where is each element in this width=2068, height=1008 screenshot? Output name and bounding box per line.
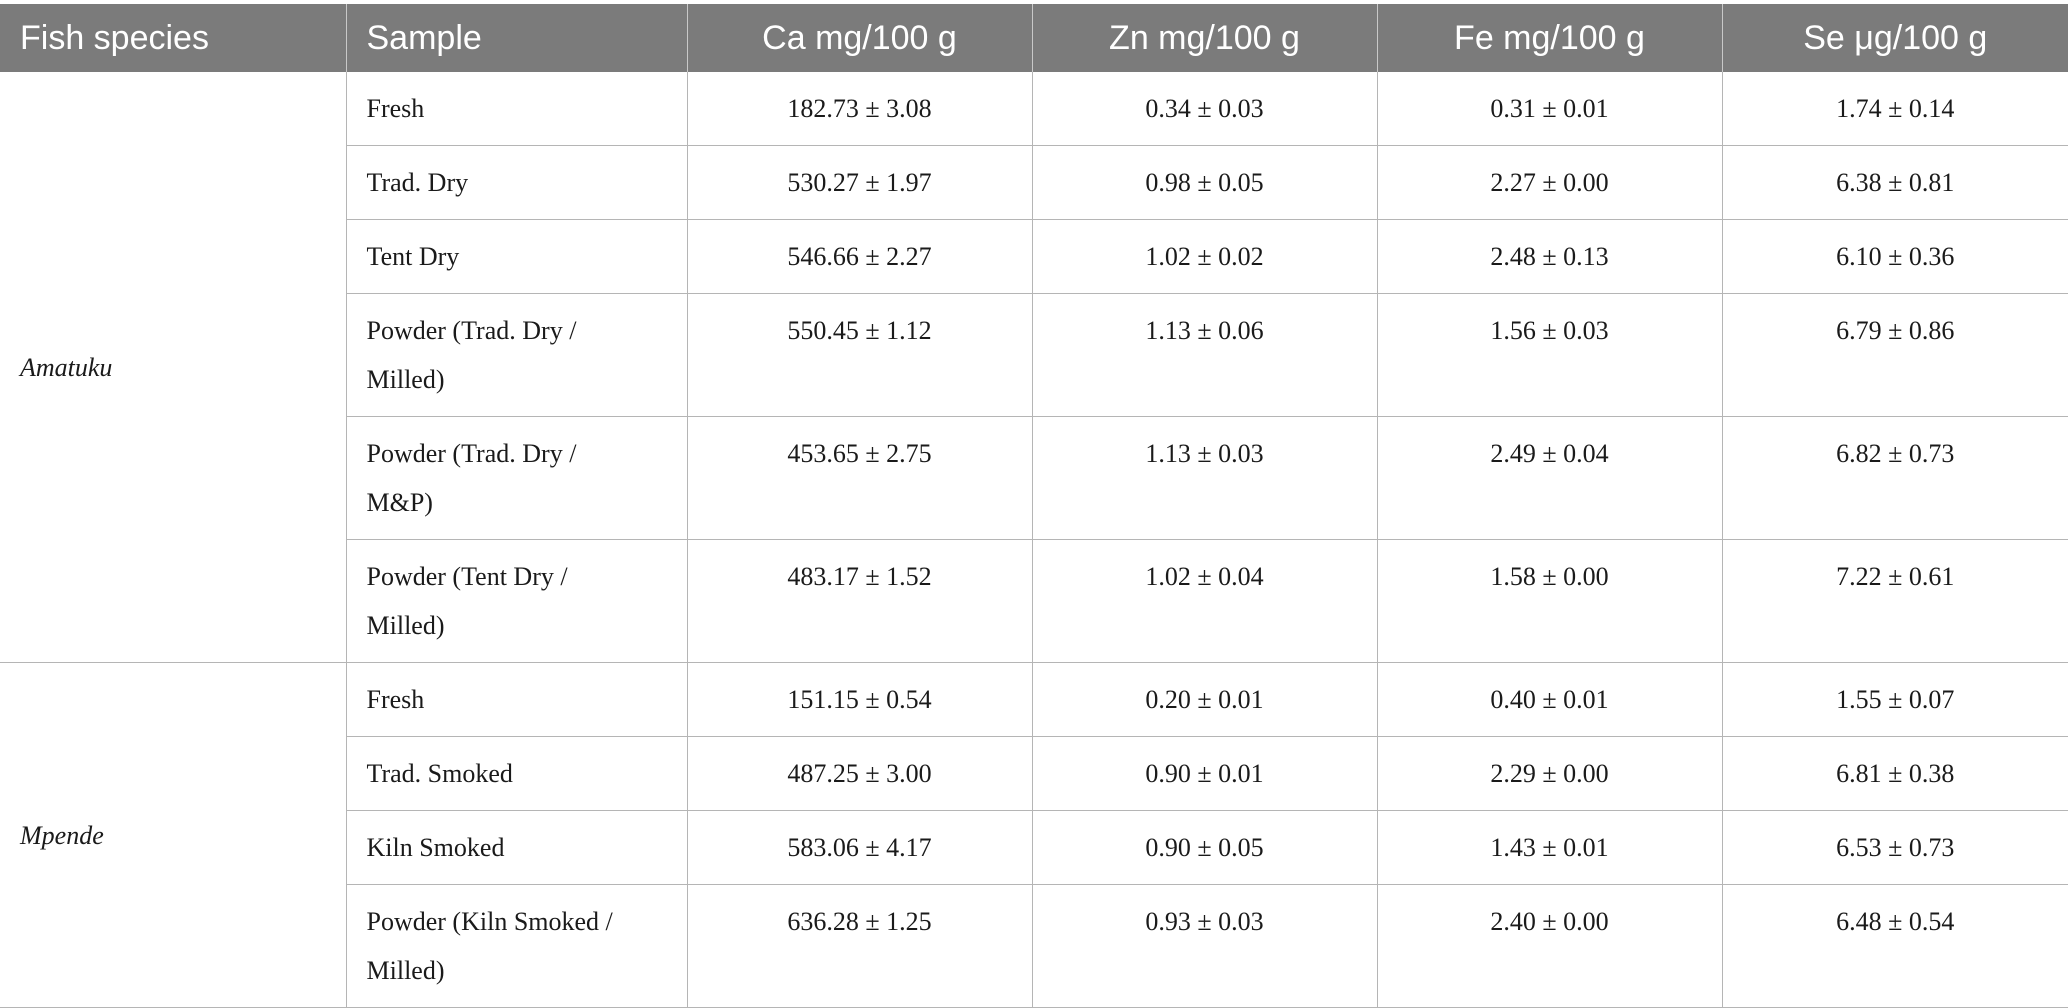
zn-value-cell: 0.20 ± 0.01	[1032, 662, 1378, 737]
fe-value-cell: 2.27 ± 0.00	[1377, 145, 1723, 220]
fe-value-cell: 2.49 ± 0.04	[1377, 416, 1723, 540]
ca-value-cell: 550.45 ± 1.12	[687, 293, 1033, 417]
header-fe: Fe mg/100 g	[1377, 4, 1723, 72]
sample-cell: Fresh	[346, 662, 688, 737]
sample-cell: Trad. Dry	[346, 145, 688, 220]
table-row: Trad. Smoked 487.25 ± 3.00 0.90 ± 0.01 2.29…	[0, 736, 2068, 811]
header-zn: Zn mg/100 g	[1032, 4, 1378, 72]
header-fish-species: Fish species	[0, 4, 347, 72]
table-row: Powder (Tent Dry / Milled) 483.17 ± 1.52 1…	[0, 539, 2068, 663]
se-value-cell: 1.74 ± 0.14	[1722, 72, 2068, 146]
fe-value-cell: 1.43 ± 0.01	[1377, 810, 1723, 885]
species-cell: Mpende	[0, 662, 347, 1008]
sample-cell: Kiln Smoked	[346, 810, 688, 885]
sample-cell: Tent Dry	[346, 219, 688, 294]
se-value-cell: 6.79 ± 0.86	[1722, 293, 2068, 417]
header-sample: Sample	[346, 4, 688, 72]
zn-value-cell: 1.02 ± 0.02	[1032, 219, 1378, 294]
se-value-cell: 1.55 ± 0.07	[1722, 662, 2068, 737]
zn-value-cell: 1.02 ± 0.04	[1032, 539, 1378, 663]
sample-cell: Fresh	[346, 72, 688, 146]
table-row: Trad. Dry 530.27 ± 1.97 0.98 ± 0.05 2.27 ± …	[0, 145, 2068, 220]
table-row: Amatuku Fresh 182.73 ± 3.08 0.34 ± 0.03 0.31…	[0, 72, 2068, 663]
fe-value-cell: 1.58 ± 0.00	[1377, 539, 1723, 663]
sample-cell: Powder (Trad. Dry / M&P)	[346, 416, 688, 540]
ca-value-cell: 453.65 ± 2.75	[687, 416, 1033, 540]
header-se: Se μg/100 g	[1722, 4, 2068, 72]
zn-value-cell: 0.93 ± 0.03	[1032, 884, 1378, 1008]
table-row: Mpende Fresh 151.15 ± 0.54 0.20 ± 0.01 0.40 …	[0, 662, 2068, 1008]
table-row: Powder (Trad. Dry / M&P) 453.65 ± 2.75 1.1…	[0, 416, 2068, 540]
ca-value-cell: 182.73 ± 3.08	[687, 72, 1033, 146]
ca-value-cell: 151.15 ± 0.54	[687, 662, 1033, 737]
ca-value-cell: 583.06 ± 4.17	[687, 810, 1033, 885]
ca-value-cell: 487.25 ± 3.00	[687, 736, 1033, 811]
ca-value-cell: 530.27 ± 1.97	[687, 145, 1033, 220]
se-value-cell: 6.48 ± 0.54	[1722, 884, 2068, 1008]
fe-value-cell: 2.29 ± 0.00	[1377, 736, 1723, 811]
se-value-cell: 6.10 ± 0.36	[1722, 219, 2068, 294]
ca-value-cell: 483.17 ± 1.52	[687, 539, 1033, 663]
header-ca: Ca mg/100 g	[687, 4, 1033, 72]
sample-cell: Powder (Kiln Smoked / Milled)	[346, 884, 688, 1008]
zn-value-cell: 1.13 ± 0.03	[1032, 416, 1378, 540]
zn-value-cell: 0.90 ± 0.05	[1032, 810, 1378, 885]
fe-value-cell: 0.31 ± 0.01	[1377, 72, 1723, 146]
se-value-cell: 6.53 ± 0.73	[1722, 810, 2068, 885]
fe-value-cell: 2.40 ± 0.00	[1377, 884, 1723, 1008]
zn-value-cell: 0.90 ± 0.01	[1032, 736, 1378, 811]
se-value-cell: 6.81 ± 0.38	[1722, 736, 2068, 811]
zn-value-cell: 0.34 ± 0.03	[1032, 72, 1378, 146]
fe-value-cell: 0.40 ± 0.01	[1377, 662, 1723, 737]
fe-value-cell: 1.56 ± 0.03	[1377, 293, 1723, 417]
ca-value-cell: 546.66 ± 2.27	[687, 219, 1033, 294]
se-value-cell: 6.38 ± 0.81	[1722, 145, 2068, 220]
table-row: Powder (Trad. Dry / Milled) 550.45 ± 1.12…	[0, 293, 2068, 417]
fe-value-cell: 2.48 ± 0.13	[1377, 219, 1723, 294]
table-body: Amatuku Fresh 182.73 ± 3.08 0.34 ± 0.03 0.31…	[0, 72, 2068, 1008]
zn-value-cell: 1.13 ± 0.06	[1032, 293, 1378, 417]
se-value-cell: 6.82 ± 0.73	[1722, 416, 2068, 540]
sample-cell: Trad. Smoked	[346, 736, 688, 811]
header-row: Fish species Sample Ca mg/100 g Zn mg/10…	[0, 4, 2068, 72]
table-row: Tent Dry 546.66 ± 2.27 1.02 ± 0.02 2.48 ± 0…	[0, 219, 2068, 294]
species-cell: Amatuku	[0, 72, 347, 663]
sample-cell: Powder (Trad. Dry / Milled)	[346, 293, 688, 417]
se-value-cell: 7.22 ± 0.61	[1722, 539, 2068, 663]
ca-value-cell: 636.28 ± 1.25	[687, 884, 1033, 1008]
mineral-content-table: Fish species Sample Ca mg/100 g Zn mg/10…	[0, 4, 2068, 1008]
zn-value-cell: 0.98 ± 0.05	[1032, 145, 1378, 220]
table-row: Kiln Smoked 583.06 ± 4.17 0.90 ± 0.05 1.43 …	[0, 810, 2068, 885]
sample-cell: Powder (Tent Dry / Milled)	[346, 539, 688, 663]
